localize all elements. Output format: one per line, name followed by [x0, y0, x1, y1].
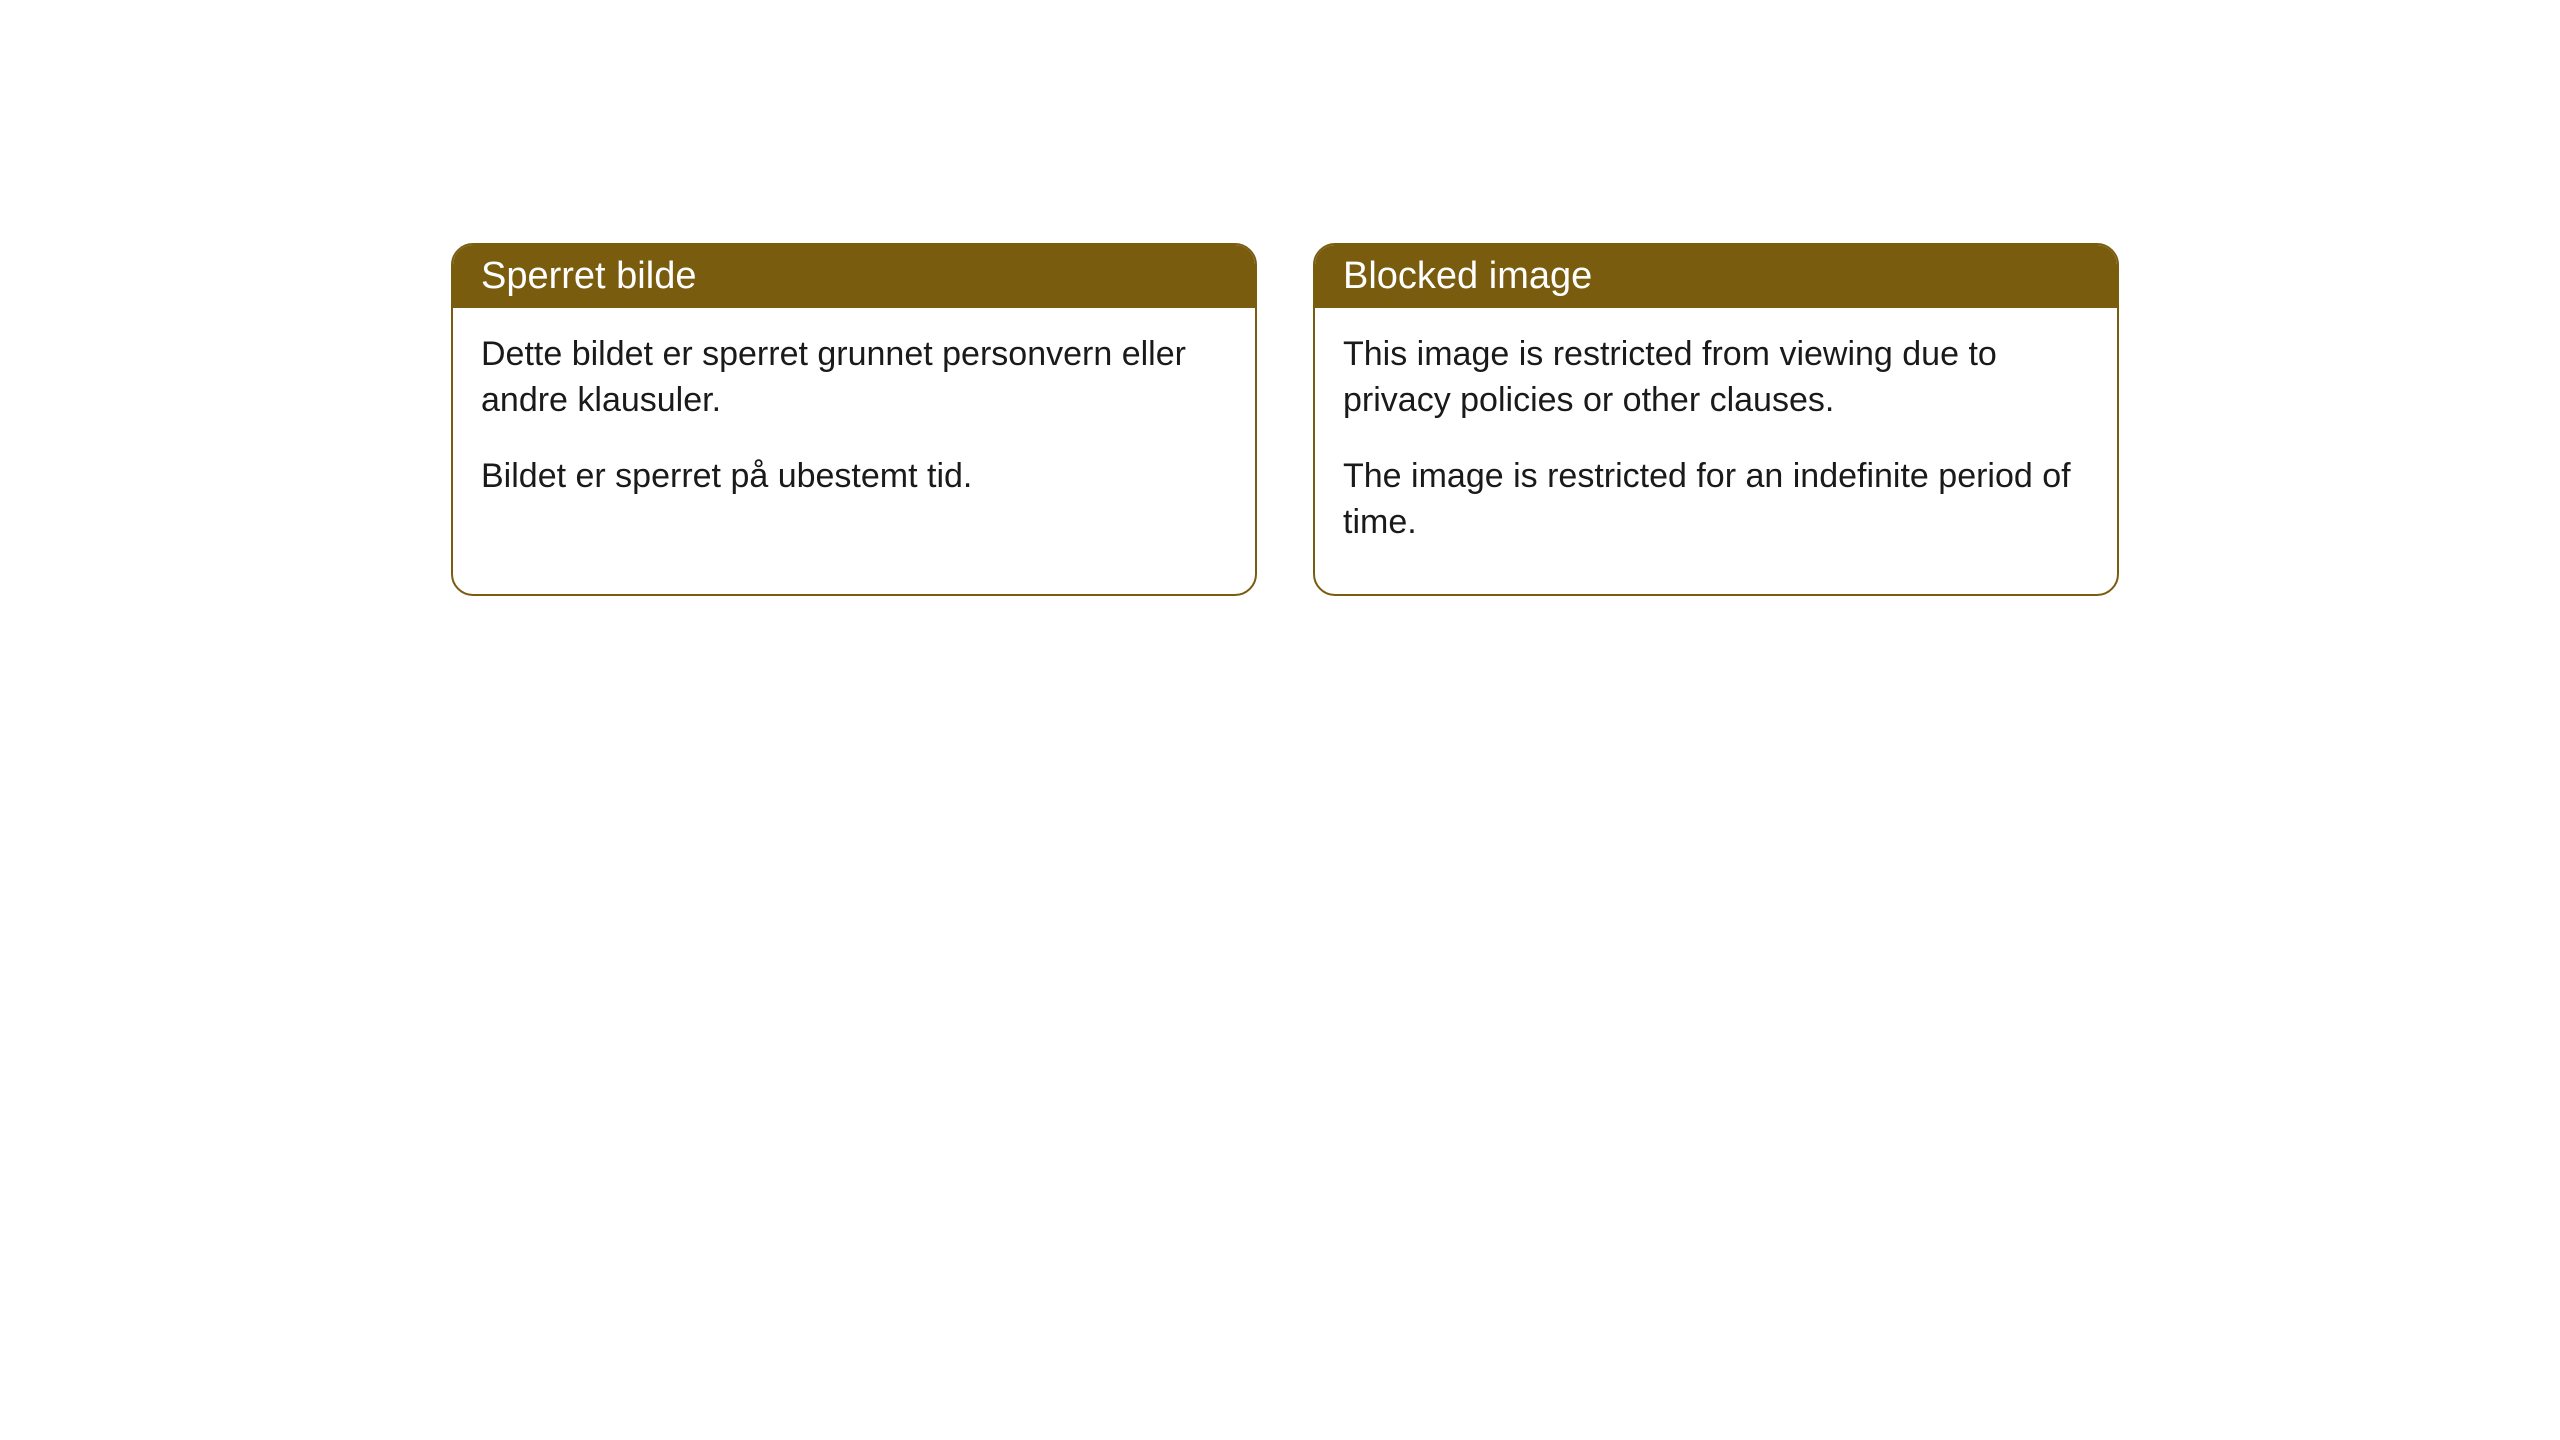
blocked-image-notice-english: Blocked image This image is restricted f…	[1313, 243, 2119, 596]
card-paragraph-norwegian-1: Dette bildet er sperret grunnet personve…	[481, 332, 1227, 424]
card-body-english: This image is restricted from viewing du…	[1315, 308, 2117, 594]
blocked-image-notice-norwegian: Sperret bilde Dette bildet er sperret gr…	[451, 243, 1257, 596]
card-paragraph-english-2: The image is restricted for an indefinit…	[1343, 454, 2089, 546]
card-header-norwegian: Sperret bilde	[453, 245, 1255, 308]
notice-cards-container: Sperret bilde Dette bildet er sperret gr…	[451, 243, 2119, 596]
card-header-english: Blocked image	[1315, 245, 2117, 308]
card-title-norwegian: Sperret bilde	[481, 255, 1227, 298]
card-paragraph-english-1: This image is restricted from viewing du…	[1343, 332, 2089, 424]
card-body-norwegian: Dette bildet er sperret grunnet personve…	[453, 308, 1255, 548]
card-title-english: Blocked image	[1343, 255, 2089, 298]
card-paragraph-norwegian-2: Bildet er sperret på ubestemt tid.	[481, 454, 1227, 500]
